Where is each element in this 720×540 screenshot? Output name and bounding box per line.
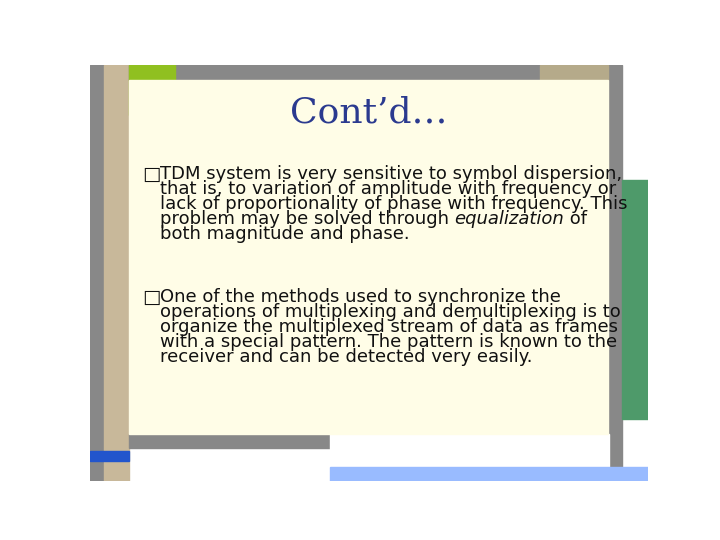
Bar: [104, 65, 129, 481]
Text: □: □: [143, 288, 161, 307]
Text: TDM system is very sensitive to symbol dispersion,: TDM system is very sensitive to symbol d…: [160, 165, 622, 183]
Text: organize the multiplexed stream of data as frames: organize the multiplexed stream of data …: [160, 318, 618, 336]
Text: with a special pattern. The pattern is known to the: with a special pattern. The pattern is k…: [160, 333, 617, 351]
Text: lack of proportionality of phase with frequency. This: lack of proportionality of phase with fr…: [160, 195, 627, 213]
Text: Cont’d…: Cont’d…: [290, 96, 448, 130]
Bar: [608, 65, 621, 481]
Bar: [621, 180, 648, 419]
Bar: [539, 65, 608, 80]
Text: operations of multiplexing and demultiplexing is to: operations of multiplexing and demultipl…: [160, 303, 621, 321]
Bar: [330, 467, 648, 481]
Text: One of the methods used to synchronize the: One of the methods used to synchronize t…: [160, 288, 561, 306]
Bar: [129, 80, 608, 434]
Bar: [129, 434, 608, 448]
Text: equalization: equalization: [454, 210, 564, 228]
Text: of: of: [564, 210, 588, 228]
Text: both magnitude and phase.: both magnitude and phase.: [160, 225, 410, 243]
Bar: [129, 65, 608, 80]
Text: receiver and can be detected very easily.: receiver and can be detected very easily…: [160, 348, 532, 366]
Bar: [90, 451, 129, 461]
Text: □: □: [143, 165, 161, 184]
Bar: [330, 434, 609, 467]
Text: problem may be solved through: problem may be solved through: [160, 210, 454, 228]
Bar: [129, 65, 175, 115]
Text: that is, to variation of amplitude with frequency or: that is, to variation of amplitude with …: [160, 180, 616, 198]
Bar: [90, 65, 104, 481]
